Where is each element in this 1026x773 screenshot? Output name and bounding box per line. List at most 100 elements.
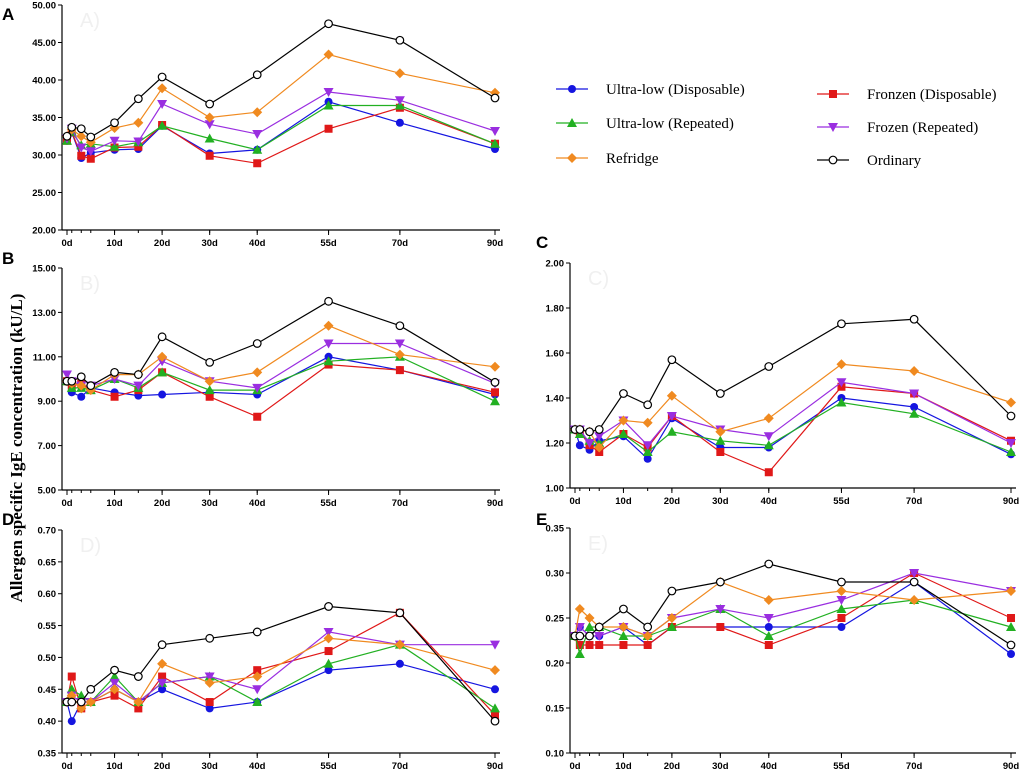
- data-point: [323, 633, 334, 644]
- data-point: [715, 435, 726, 445]
- y-tick-label: 45.00: [32, 38, 56, 49]
- data-point: [252, 339, 262, 348]
- x-tick-label: 20d: [154, 238, 171, 249]
- series-ultra-low-repeated: [62, 100, 500, 154]
- data-point: [253, 412, 262, 421]
- data-point: [323, 627, 334, 637]
- data-point: [491, 685, 499, 694]
- data-point: [909, 595, 920, 605]
- data-point: [585, 641, 594, 649]
- y-tick-label: 0.15: [546, 704, 565, 715]
- data-point: [86, 684, 96, 694]
- data-point: [67, 122, 77, 132]
- data-point: [836, 378, 847, 388]
- data-point: [76, 703, 87, 714]
- legend-entry-frozen-repeated: Frozen (Repeated): [817, 120, 978, 136]
- data-point: [109, 671, 120, 681]
- data-point: [133, 94, 143, 104]
- data-point: [910, 403, 919, 411]
- data-point: [715, 605, 726, 614]
- data-point: [836, 397, 847, 407]
- data-point: [491, 710, 499, 719]
- data-point: [323, 320, 334, 331]
- x-tick-label: 70d: [906, 496, 923, 507]
- data-point: [157, 72, 167, 82]
- data-point: [67, 672, 76, 681]
- series-line: [66, 91, 496, 152]
- data-point: [133, 137, 144, 147]
- x-tick-label: 40d: [761, 761, 778, 772]
- data-point: [110, 367, 119, 377]
- data-point: [86, 381, 96, 391]
- data-point: [642, 447, 653, 456]
- data-point: [716, 623, 725, 631]
- data-point: [1006, 447, 1016, 456]
- data-point: [490, 138, 500, 148]
- data-point: [133, 370, 143, 379]
- panel-watermark: E): [588, 533, 608, 555]
- data-point: [157, 640, 167, 650]
- data-point: [667, 586, 677, 596]
- data-point: [763, 595, 774, 605]
- series-ordinary: [62, 19, 500, 142]
- data-point: [584, 622, 595, 631]
- data-point: [133, 672, 143, 681]
- data-point: [1006, 586, 1016, 596]
- data-point: [618, 631, 629, 640]
- y-tick-label: 30.00: [32, 151, 56, 162]
- x-tick-label: 10d: [106, 238, 123, 249]
- y-tick-label: 0.30: [546, 569, 565, 580]
- x-tick-label: 30d: [201, 498, 218, 509]
- series-frozen-repeated: [62, 339, 500, 393]
- data-point: [763, 440, 774, 450]
- x-tick-label: 30d: [201, 761, 218, 772]
- x-tick-label: 40d: [249, 238, 266, 249]
- data-point: [837, 614, 846, 622]
- data-point: [618, 415, 629, 426]
- data-point: [837, 319, 846, 329]
- data-point: [666, 426, 677, 436]
- data-point: [66, 690, 77, 701]
- series-ultra-low-disposable: [63, 352, 499, 401]
- data-point: [574, 604, 585, 614]
- panel-watermark: B): [80, 273, 100, 295]
- y-tick-label: 9.00: [38, 397, 57, 408]
- data-point: [252, 671, 263, 682]
- series-refridge: [570, 359, 1016, 453]
- x-tick-label: 0d: [569, 761, 580, 772]
- data-point: [763, 432, 774, 442]
- data-point: [618, 429, 629, 438]
- y-tick-label: 40.00: [32, 76, 56, 87]
- data-point: [324, 666, 333, 675]
- series-line: [66, 53, 496, 144]
- data-point: [490, 361, 500, 372]
- data-point: [594, 632, 605, 641]
- data-point: [85, 697, 96, 708]
- data-point: [67, 697, 77, 707]
- y-tick-label: 20.00: [32, 226, 56, 237]
- data-point: [76, 124, 86, 134]
- legend: Ultra-low (Disposable) Fronzen (Disposabl…: [556, 82, 997, 169]
- data-point: [619, 604, 628, 614]
- data-point: [837, 623, 846, 631]
- data-point: [618, 622, 629, 632]
- data-point: [158, 390, 167, 399]
- data-point: [575, 641, 584, 649]
- y-tick-label: 1.80: [546, 304, 565, 315]
- data-point: [62, 370, 72, 380]
- data-point: [76, 372, 86, 382]
- legend-marker-open-circle: [828, 155, 838, 165]
- data-point: [490, 93, 500, 103]
- series-line: [66, 342, 496, 389]
- data-point: [619, 641, 628, 649]
- y-tick-label: 13.00: [32, 308, 56, 319]
- series-ultra-low-disposable: [571, 394, 1015, 463]
- series-ordinary: [62, 296, 500, 391]
- x-tick-label: 30d: [712, 496, 729, 507]
- data-point: [110, 665, 119, 675]
- x-tick-label: 70d: [392, 498, 409, 509]
- data-point: [1006, 439, 1016, 448]
- x-tick-label: 40d: [249, 498, 266, 509]
- x-tick-label: 55d: [320, 498, 337, 509]
